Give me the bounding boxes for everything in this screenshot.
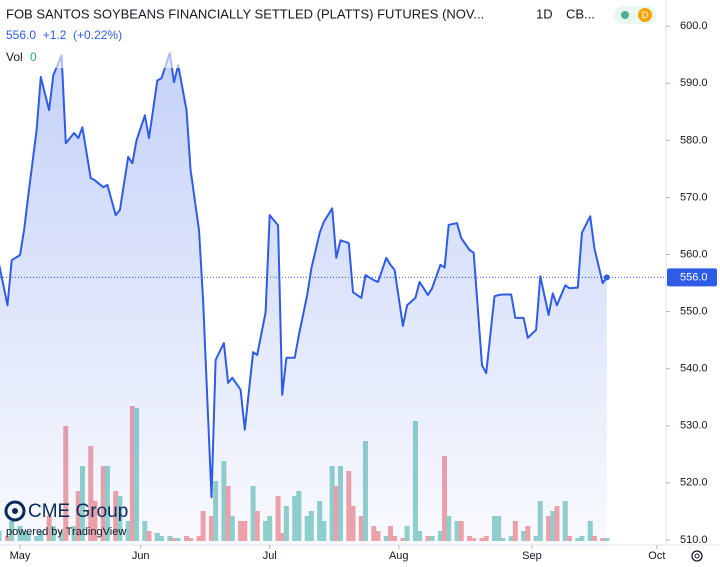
logo-icon	[12, 508, 18, 514]
x-tick-label: Jul	[263, 550, 277, 562]
last-price-tag	[667, 268, 717, 287]
badge-text: D	[642, 10, 649, 20]
exchange: CB...	[566, 6, 595, 21]
y-tick-label: 580.0	[680, 134, 708, 146]
x-tick-label: May	[10, 550, 31, 562]
interval: 1D	[536, 6, 553, 21]
badge-circle	[638, 8, 652, 22]
status-dot	[621, 11, 629, 19]
y-tick-label: 510.0	[680, 534, 708, 546]
y-tick-label: 550.0	[680, 305, 708, 317]
y-tick-label: 600.0	[680, 20, 708, 32]
legend-bg	[0, 2, 610, 68]
area	[0, 53, 607, 545]
y-tick-label: 520.0	[680, 477, 708, 489]
x-tick-label: Jun	[132, 550, 150, 562]
powered-by: powered by TradingView	[6, 526, 126, 538]
last-price-label: 556.0	[680, 271, 708, 283]
volume-value: 0	[30, 50, 37, 64]
logo-text: CME Group	[28, 501, 128, 522]
gear	[691, 550, 703, 562]
chart-title: FOB SANTOS SOYBEANS FINANCIALLY SETTLED …	[6, 6, 484, 21]
x-tick-label: Aug	[389, 550, 409, 562]
y-tick-label: 530.0	[680, 420, 708, 432]
y-tick-label: 590.0	[680, 77, 708, 89]
logo: CME Group powered by TradingView	[4, 500, 128, 538]
y-tick-label: 540.0	[680, 363, 708, 375]
gear	[694, 553, 700, 559]
x-tick-label: Sep	[522, 550, 542, 562]
price-layer	[0, 52, 610, 545]
x-tick-label: Oct	[648, 550, 665, 562]
quote: 556.0 +1.2 (+0.22%)	[6, 28, 122, 42]
volume-label: Vol	[6, 50, 23, 64]
y-tick-label: 570.0	[680, 191, 708, 203]
price-line	[0, 52, 608, 499]
y-tick-label: 560.0	[680, 248, 708, 260]
settings-icon[interactable]	[691, 550, 703, 562]
logo-icon	[4, 500, 26, 522]
